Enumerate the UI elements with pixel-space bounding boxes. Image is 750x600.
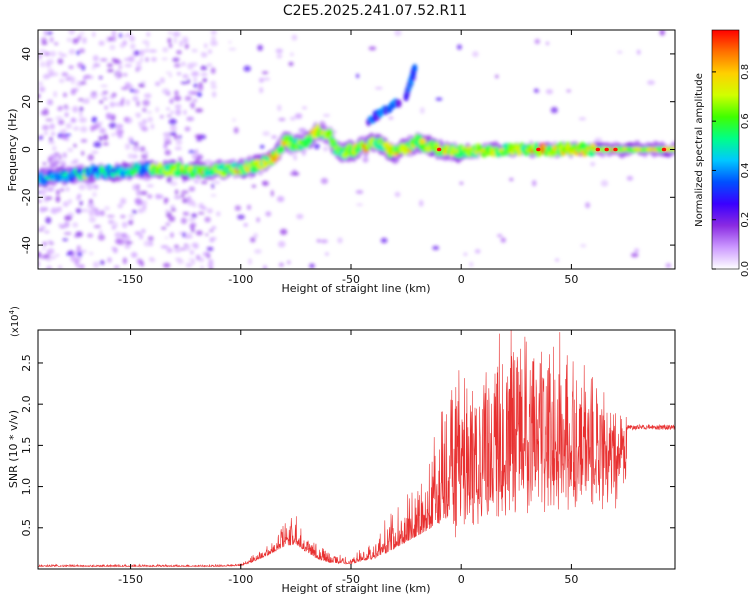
- snr-xlabel: Height of straight line (km): [281, 582, 430, 595]
- spectrogram-image: [38, 30, 675, 269]
- colorbar-tick-label: 0.8: [740, 64, 750, 80]
- y-tick-label: -20: [20, 188, 33, 206]
- hot-spot: [661, 147, 667, 152]
- spectrogram-axes: -150 -100 -50 0 50 -40 -20 0 20 40: [20, 30, 675, 286]
- spectrogram-blobs: [38, 30, 675, 269]
- snr-exponent-prefix: (x10: [10, 314, 21, 337]
- x-tick-label: 50: [564, 573, 578, 586]
- colorbar-axis: 0.0 0.2 0.4 0.6 0.8: [712, 64, 750, 277]
- y-tick-label: 1.5: [20, 437, 33, 455]
- colorbar: [711, 29, 740, 270]
- hot-spot: [436, 147, 442, 152]
- snr-plot-area[interactable]: [38, 330, 675, 569]
- colorbar-tick-label: 0.0: [740, 261, 750, 277]
- spectrogram-panel: -150 -100 -50 0 50 -40 -20 0 20 40 Height of stra…: [6, 29, 750, 295]
- hot-spot: [613, 147, 618, 152]
- snr-exponent-label: (x104): [8, 306, 21, 337]
- snr-panel: -150 -100 -50 0 50 0.5 1.0 1.5 2.0 2.5 Height of …: [7, 306, 676, 595]
- y-tick-label: 0.5: [20, 519, 33, 537]
- y-tick-label: 2.0: [20, 395, 33, 413]
- colorbar-tick-label: 0.2: [740, 212, 750, 228]
- y-tick-label: 40: [20, 47, 33, 61]
- x-tick-label: -150: [118, 573, 143, 586]
- colorbar-label: Normalized spectral amplitude: [694, 73, 705, 227]
- x-tick-label: -150: [118, 273, 143, 286]
- y-tick-label: 0: [20, 146, 33, 153]
- hot-spot: [604, 147, 609, 152]
- y-tick-label: 20: [20, 95, 33, 109]
- spectrogram-ylabel: Frequency (Hz): [6, 109, 19, 192]
- hot-spot: [595, 147, 601, 152]
- chart-title: C2E5.2025.241.07.52.R11: [283, 3, 467, 19]
- x-tick-label: 0: [458, 273, 465, 286]
- snr-series-line: [38, 330, 675, 568]
- x-tick-label: -50: [342, 573, 360, 586]
- spectrogram-xlabel: Height of straight line (km): [281, 282, 430, 295]
- snr-frame: [37, 329, 676, 570]
- y-tick-label: 2.5: [20, 354, 33, 372]
- y-tick-label: 1.0: [20, 478, 33, 496]
- hot-spot: [536, 147, 541, 152]
- snr-exponent-power: 4: [8, 309, 16, 314]
- x-tick-label: -50: [342, 273, 360, 286]
- snr-ylabel: SNR (10 * v/v): [7, 410, 20, 488]
- y-tick-label: -40: [20, 236, 33, 254]
- x-tick-label: 50: [564, 273, 578, 286]
- colorbar-tick-label: 0.4: [740, 162, 750, 178]
- x-tick-label: 0: [458, 573, 465, 586]
- colorbar-tick-label: 0.6: [740, 113, 750, 129]
- x-tick-label: -100: [228, 573, 253, 586]
- x-tick-label: -100: [228, 273, 253, 286]
- snr-axes: -150 -100 -50 0 50 0.5 1.0 1.5 2.0 2.5: [20, 330, 675, 586]
